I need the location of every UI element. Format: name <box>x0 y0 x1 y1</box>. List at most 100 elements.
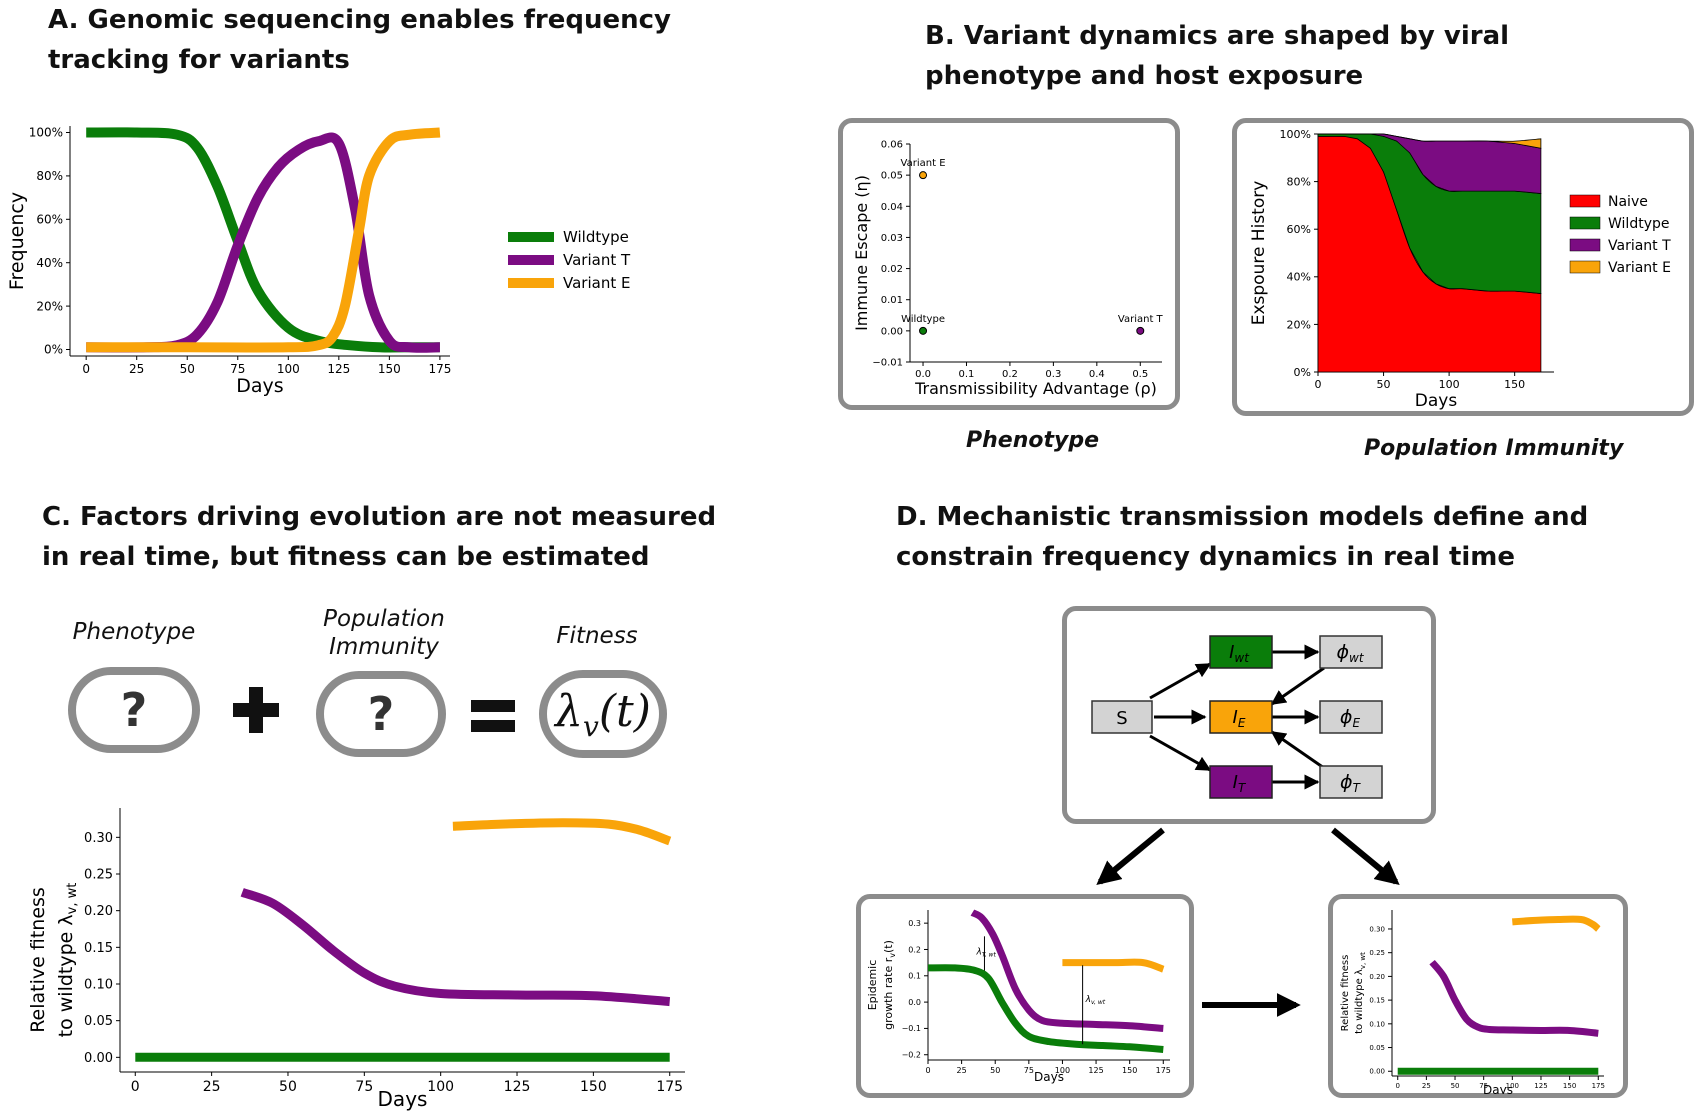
y-tick-label: 0.10 <box>1369 1020 1385 1028</box>
legend-swatch <box>1569 216 1601 230</box>
y-tick-label: 0.06 <box>881 140 903 151</box>
y-tick-label: 0.05 <box>1369 1044 1385 1052</box>
legend-swatch <box>1569 194 1601 208</box>
series-line-variant-t <box>240 888 671 1007</box>
arrow-model-to-growth <box>1096 827 1165 886</box>
x-tick-label: 50 <box>1451 1082 1460 1090</box>
x-tick-label: 100 <box>427 1079 454 1095</box>
point-variant-e <box>919 171 928 180</box>
y-tick-label: 20% <box>36 299 63 313</box>
legend-label: Wildtype <box>563 228 629 246</box>
phenotype-caption: Phenotype <box>966 428 1100 453</box>
y-axis-label: Exspoure History <box>1249 181 1269 326</box>
x-tick-label: 50 <box>279 1079 297 1095</box>
x-tick-label: 0 <box>1315 378 1322 391</box>
node-i-t: IT <box>1209 765 1273 799</box>
arrow-phiwt-to-ie <box>1270 666 1325 706</box>
series-line-wildtype <box>86 127 440 353</box>
x-tick-label: 0.5 <box>1132 369 1148 380</box>
legend-label: Wildtype <box>1608 216 1669 232</box>
point-label: Wildtype <box>901 314 945 325</box>
y-tick-label: 0.02 <box>881 264 903 275</box>
y-tick-label: 0.30 <box>84 831 113 846</box>
series-line-variant-e <box>452 818 672 846</box>
svg-text:Iwt: Iwt <box>1229 642 1250 665</box>
x-tick-label: 100 <box>277 362 300 376</box>
y-tick-label: 0.10 <box>84 978 113 993</box>
area-variant-e <box>1318 133 1542 149</box>
y-tick-label: 0.20 <box>1369 973 1385 981</box>
svg-text:ϕE: ϕE <box>1340 706 1361 730</box>
arrow-s-to-it <box>1149 734 1212 772</box>
legend-label: Variant E <box>1608 260 1671 276</box>
fitness-symbol: λv(t) <box>555 685 651 743</box>
relative-fitness-small-box <box>1328 894 1628 1098</box>
y-tick-label: 0.1 <box>908 972 921 981</box>
x-tick-label: 175 <box>1156 1066 1171 1075</box>
y-tick-label: 0.15 <box>84 941 113 956</box>
node-phi-wt: ϕwt <box>1319 635 1383 669</box>
y-tick-label: −0.1 <box>902 1024 921 1033</box>
x-tick-label: 125 <box>504 1079 531 1095</box>
population-immunity-caption: Population Immunity <box>1364 436 1624 461</box>
x-tick-label: 100 <box>1439 378 1460 391</box>
x-tick-label: 100 <box>1055 1066 1070 1075</box>
y-tick-label: 0.05 <box>84 1014 113 1029</box>
x-tick-label: 150 <box>378 362 401 376</box>
legend-swatch <box>508 232 554 242</box>
y-tick-label: 0.25 <box>1369 949 1385 957</box>
flow-arrows <box>1096 827 1400 1017</box>
y-tick-label: 0.00 <box>84 1051 113 1066</box>
frequency-chart: 0 25 50 75 100 125 150 175 0% 20% 40% 60% 80% 100% Day… <box>6 126 631 397</box>
legend-swatch <box>1569 238 1601 252</box>
y-axis-label: Immune Escape (η) <box>852 175 871 331</box>
svg-text:IT: IT <box>1233 772 1247 795</box>
x-tick-label: 75 <box>1479 1082 1488 1090</box>
y-tick-label: 40% <box>1287 271 1311 284</box>
annotation-label: λv, wt <box>1085 995 1106 1006</box>
x-tick-label: 0 <box>925 1066 930 1075</box>
x-tick-label: 150 <box>580 1079 607 1095</box>
series-line-variant-e <box>86 127 441 353</box>
y-tick-label: 0.25 <box>84 868 113 883</box>
legend-swatch <box>508 255 554 265</box>
point-label: Variant T <box>1118 314 1164 325</box>
plus-icon-v <box>249 687 263 733</box>
y-tick-label: 0% <box>44 343 63 357</box>
x-tick-label: 75 <box>1024 1066 1034 1075</box>
x-tick-label: 0.0 <box>915 369 931 380</box>
legend-label: Variant T <box>563 251 631 269</box>
x-tick-label: 0.1 <box>959 369 975 380</box>
node-i-e: IE <box>1209 700 1273 734</box>
panel-b-title: B. Variant dynamics are shaped by viral p… <box>925 21 1510 91</box>
svg-text:S: S <box>1116 708 1127 729</box>
panel-a-title: A. Genomic sequencing enables frequency t… <box>48 5 671 75</box>
y-tick-label: −0.2 <box>902 1051 921 1060</box>
y-tick-label: −0.01 <box>872 358 903 369</box>
y-axis-label-2: to wildtype λv, wt <box>55 883 80 1038</box>
eq-label-phenotype: Phenotype <box>72 619 196 645</box>
x-axis-label: Days <box>1483 1083 1513 1094</box>
x-axis-label: Transmissibility Advantage (ρ) <box>914 379 1157 398</box>
y-tick-label: 0.0 <box>908 998 921 1007</box>
y-tick-label: 20% <box>1287 318 1311 331</box>
x-tick-label: 50 <box>1377 378 1391 391</box>
x-tick-label: 175 <box>428 362 451 376</box>
x-tick-label: 125 <box>1088 1066 1103 1075</box>
y-axis-label-2: growth rate rv(t) <box>882 940 897 1030</box>
x-tick-label: 0.2 <box>1002 369 1018 380</box>
y-tick-label: 0.20 <box>84 904 113 919</box>
legend-label: Variant T <box>1608 238 1671 254</box>
panel-c-title: C. Factors driving evolution are not mea… <box>42 502 717 572</box>
point-wildtype <box>919 326 928 335</box>
y-tick-label: 0.3 <box>908 919 921 928</box>
x-axis-label: Days <box>1034 1070 1064 1084</box>
growth-rate-chart: 0 25 50 75 100 125 150 175 −0.2 −0.1 0.0 0.1 0.2 0.3 D… <box>866 909 1171 1084</box>
question-mark-icon: ? <box>120 683 148 737</box>
y-axis-label: Frequency <box>6 192 28 290</box>
y-tick-label: 0.2 <box>908 945 921 954</box>
y-tick-label: 0.01 <box>881 295 903 306</box>
y-tick-label: 0.30 <box>1369 925 1385 933</box>
y-tick-label: 0.04 <box>881 202 903 213</box>
x-tick-label: 0 <box>82 362 90 376</box>
